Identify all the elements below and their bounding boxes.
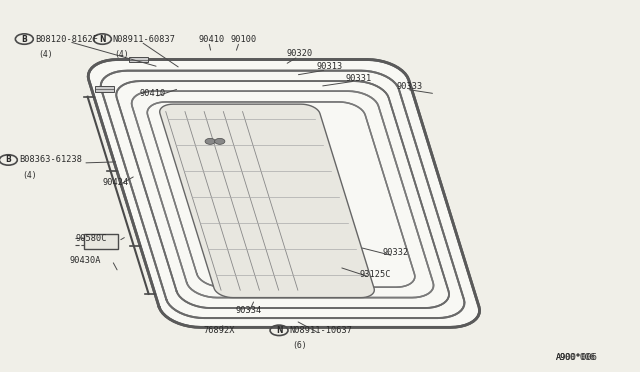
Circle shape <box>205 138 215 144</box>
Text: 90313: 90313 <box>317 62 343 71</box>
Text: 90331: 90331 <box>346 74 372 83</box>
Bar <box>95 86 114 92</box>
Text: 90424: 90424 <box>102 178 129 187</box>
Bar <box>129 57 148 62</box>
Text: 93125C: 93125C <box>360 270 391 279</box>
Circle shape <box>214 138 225 144</box>
Text: 90410: 90410 <box>198 35 225 44</box>
Text: A900*006: A900*006 <box>556 353 595 362</box>
Text: 90430A: 90430A <box>69 256 100 265</box>
Text: 90333: 90333 <box>397 82 423 91</box>
Polygon shape <box>88 60 479 327</box>
Text: (6): (6) <box>292 341 307 350</box>
Text: 90320: 90320 <box>287 49 313 58</box>
Text: N: N <box>276 326 282 335</box>
Text: (4): (4) <box>38 50 52 59</box>
Text: N: N <box>99 35 106 44</box>
Text: N08911-10637: N08911-10637 <box>289 326 352 335</box>
Text: 90334: 90334 <box>236 306 262 315</box>
Text: B: B <box>6 155 11 164</box>
Text: 90580C: 90580C <box>76 234 107 243</box>
Text: 76892X: 76892X <box>204 326 235 335</box>
Text: (4): (4) <box>115 50 129 59</box>
Polygon shape <box>160 104 374 298</box>
Text: B: B <box>22 35 27 44</box>
Text: B08120-8162F: B08120-8162F <box>35 35 98 44</box>
Text: 90410: 90410 <box>140 89 166 98</box>
Text: 90332: 90332 <box>383 248 409 257</box>
Text: 90100: 90100 <box>230 35 257 44</box>
FancyBboxPatch shape <box>84 234 118 249</box>
Text: A900*006: A900*006 <box>556 353 598 362</box>
Text: (4): (4) <box>22 171 36 180</box>
Text: B08363-61238: B08363-61238 <box>19 155 82 164</box>
Text: N08911-60837: N08911-60837 <box>112 35 175 44</box>
